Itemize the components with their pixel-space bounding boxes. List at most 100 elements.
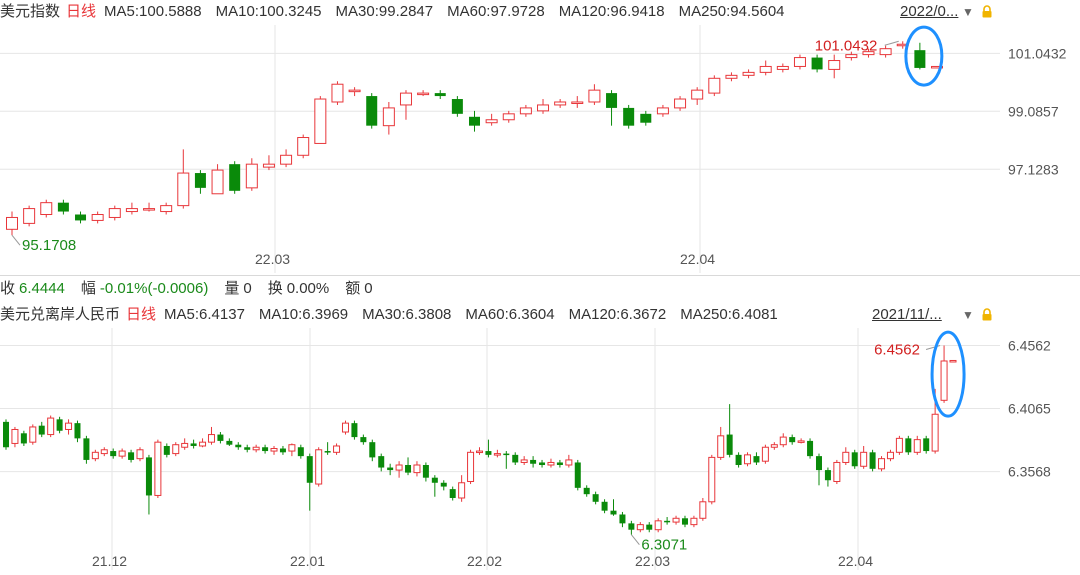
candle-body — [262, 447, 269, 452]
lock-icon[interactable] — [982, 5, 992, 18]
turnover-value: 0.00% — [286, 280, 330, 297]
candle-body — [100, 449, 108, 455]
amount-label: 额 — [345, 280, 361, 297]
panel1-date-link[interactable]: 2022/0... — [900, 3, 959, 20]
candle-body — [869, 452, 876, 469]
panel2-date-link[interactable]: 2021/11/... — [872, 306, 942, 323]
candle-body — [136, 449, 144, 460]
candle-body — [163, 445, 170, 455]
candle-body — [207, 434, 215, 443]
close-value: 6.4444 — [19, 280, 65, 297]
candle-body — [588, 89, 601, 103]
candle-body — [606, 93, 618, 108]
candle-body — [699, 501, 707, 519]
candle-body — [245, 163, 258, 189]
candle-body — [905, 438, 912, 453]
candle-body — [742, 71, 755, 76]
candle-body — [83, 438, 90, 460]
amount-value: 0 — [364, 280, 373, 297]
close-label: 收 — [0, 280, 16, 297]
panel2-ma60: MA60:6.3604 — [465, 306, 555, 323]
candle-body — [297, 137, 310, 156]
y-tick-label: 97.1283 — [1008, 161, 1059, 177]
panel2-period[interactable]: 日线 — [126, 306, 157, 323]
candle-body — [793, 57, 806, 67]
candle-body — [422, 465, 429, 478]
dxy-candlestick-chart[interactable]: 101.0432 99.0857 97.1283 22.03 22.04 101.0432… — [0, 25, 1080, 275]
high-pointer — [925, 345, 941, 350]
candle-body — [11, 428, 19, 444]
panel2-ma250: MA250:6.4081 — [680, 306, 778, 323]
candle-body — [845, 54, 858, 59]
candle-body — [654, 520, 662, 531]
candle-body — [110, 451, 117, 457]
candle-body — [56, 419, 63, 431]
candle-body — [628, 523, 635, 530]
candle-body — [547, 461, 555, 466]
candle-body — [91, 451, 99, 460]
y-tick-label: 99.0857 — [1008, 103, 1059, 119]
candle-body — [235, 444, 242, 448]
candle-body — [717, 435, 725, 458]
candle-body — [75, 214, 87, 221]
low-pointer — [630, 534, 640, 545]
candle-body — [369, 442, 376, 458]
candle-body — [177, 172, 190, 207]
candle-body — [440, 482, 447, 487]
candle-body — [280, 154, 293, 165]
candle-body — [366, 96, 378, 126]
lock-icon[interactable] — [982, 308, 992, 321]
candle-body — [619, 514, 626, 524]
candle-body — [413, 464, 421, 474]
candle-body — [913, 439, 921, 453]
y-tick-label: 6.4065 — [1008, 401, 1051, 417]
chevron-down-icon[interactable]: ▼ — [962, 308, 974, 322]
candle-body — [807, 440, 814, 457]
candle-body — [797, 440, 805, 443]
candle-body — [40, 202, 53, 216]
change-value: -0.01%(-0.0006) — [99, 280, 209, 297]
candle-body — [592, 494, 599, 502]
candle-body — [47, 417, 55, 436]
candle-body — [172, 444, 180, 455]
candle-body — [449, 489, 456, 498]
candle-body — [761, 446, 769, 462]
low-pointer — [11, 234, 21, 246]
panel1-period[interactable]: 日线 — [66, 3, 97, 20]
x-tick-label: 22.03 — [255, 251, 290, 267]
candle-body — [681, 518, 688, 525]
candle-body — [537, 104, 550, 112]
candle-body — [753, 456, 760, 463]
candle-body — [476, 450, 483, 454]
candle-body — [194, 173, 206, 188]
candle-body — [554, 101, 567, 106]
candle-body — [776, 65, 789, 70]
candle-body — [735, 454, 742, 466]
y-tick-label: 6.3568 — [1008, 464, 1051, 480]
candle-body — [417, 92, 430, 96]
candle-body — [828, 60, 841, 70]
candle-body — [811, 57, 823, 70]
candle-body — [57, 202, 69, 212]
chevron-down-icon[interactable]: ▼ — [962, 5, 974, 19]
candle-body — [3, 421, 9, 448]
candle-body — [691, 89, 704, 100]
panel1-ma10: MA10:100.3245 — [215, 3, 322, 20]
turnover-label: 换 — [267, 280, 283, 297]
candle-body — [878, 458, 886, 470]
candle-body — [940, 360, 948, 401]
candle-body — [125, 208, 138, 213]
candle-body — [759, 65, 772, 73]
candle-body — [217, 434, 224, 441]
candle-body — [351, 423, 358, 438]
candle-body — [29, 426, 37, 443]
panel1-ma5: MA5:100.5888 — [104, 3, 202, 20]
panel2-ma30: MA30:6.3808 — [362, 306, 452, 323]
volume-label: 量 — [224, 280, 240, 297]
usdcnh-candlestick-chart[interactable]: 6.4562 6.4065 6.3568 21.12 22.01 22.02 22.03 22… — [0, 328, 1080, 575]
highlight-circle — [904, 25, 944, 87]
candle-body — [571, 101, 584, 104]
candle-body — [789, 437, 796, 443]
candle-body — [154, 441, 162, 496]
candle-body — [503, 453, 510, 456]
